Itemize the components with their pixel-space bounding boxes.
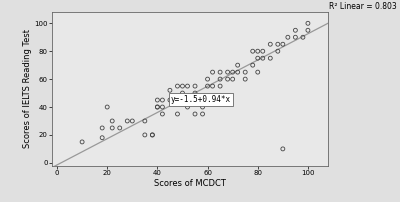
Point bbox=[267, 57, 274, 60]
Point bbox=[142, 133, 148, 137]
Point bbox=[179, 92, 186, 95]
Point bbox=[99, 136, 105, 139]
Point bbox=[260, 57, 266, 60]
Text: R² Linear = 0.803: R² Linear = 0.803 bbox=[328, 2, 396, 11]
Point bbox=[230, 78, 236, 81]
Point bbox=[250, 64, 256, 67]
Point bbox=[179, 98, 186, 102]
Point bbox=[99, 126, 105, 129]
Point bbox=[179, 84, 186, 88]
Point bbox=[217, 70, 223, 74]
Point bbox=[129, 119, 136, 123]
Point bbox=[149, 133, 156, 137]
Point bbox=[184, 84, 191, 88]
Point bbox=[292, 36, 298, 39]
Point bbox=[217, 84, 223, 88]
Point bbox=[234, 70, 241, 74]
Point bbox=[124, 119, 130, 123]
Point bbox=[292, 29, 298, 32]
Point bbox=[192, 84, 198, 88]
Point bbox=[224, 78, 231, 81]
Point bbox=[275, 43, 281, 46]
Text: y=-1.5+0.94*x: y=-1.5+0.94*x bbox=[171, 95, 231, 104]
Point bbox=[242, 78, 248, 81]
Point bbox=[167, 89, 173, 92]
Point bbox=[285, 36, 291, 39]
Point bbox=[254, 49, 261, 53]
Point bbox=[305, 22, 311, 25]
Point bbox=[209, 84, 216, 88]
Point bbox=[192, 92, 198, 95]
Point bbox=[174, 84, 181, 88]
Point bbox=[154, 98, 160, 102]
Point bbox=[209, 70, 216, 74]
Point bbox=[116, 126, 123, 129]
Point bbox=[154, 105, 160, 109]
Point bbox=[275, 49, 281, 53]
Point bbox=[104, 105, 110, 109]
Point bbox=[204, 98, 211, 102]
Point bbox=[230, 70, 236, 74]
Point bbox=[109, 119, 116, 123]
Point bbox=[174, 112, 181, 116]
Point bbox=[159, 105, 166, 109]
Point bbox=[254, 70, 261, 74]
Point bbox=[204, 78, 211, 81]
Point bbox=[280, 147, 286, 150]
Point bbox=[217, 78, 223, 81]
Point bbox=[192, 112, 198, 116]
Point bbox=[159, 112, 166, 116]
Point bbox=[79, 140, 85, 144]
Point bbox=[204, 84, 211, 88]
Y-axis label: Scores of IELTS Reading Test: Scores of IELTS Reading Test bbox=[22, 29, 32, 148]
Point bbox=[242, 70, 248, 74]
Point bbox=[159, 98, 166, 102]
X-axis label: Scores of MCDCT: Scores of MCDCT bbox=[154, 179, 226, 188]
Point bbox=[254, 57, 261, 60]
Point bbox=[167, 98, 173, 102]
Point bbox=[154, 105, 160, 109]
Point bbox=[142, 119, 148, 123]
Point bbox=[305, 29, 311, 32]
Point bbox=[149, 133, 156, 137]
Point bbox=[267, 43, 274, 46]
Point bbox=[224, 70, 231, 74]
Point bbox=[234, 64, 241, 67]
Point bbox=[184, 105, 191, 109]
Point bbox=[199, 105, 206, 109]
Point bbox=[250, 49, 256, 53]
Point bbox=[109, 126, 116, 129]
Point bbox=[260, 49, 266, 53]
Point bbox=[199, 112, 206, 116]
Point bbox=[300, 36, 306, 39]
Point bbox=[280, 43, 286, 46]
